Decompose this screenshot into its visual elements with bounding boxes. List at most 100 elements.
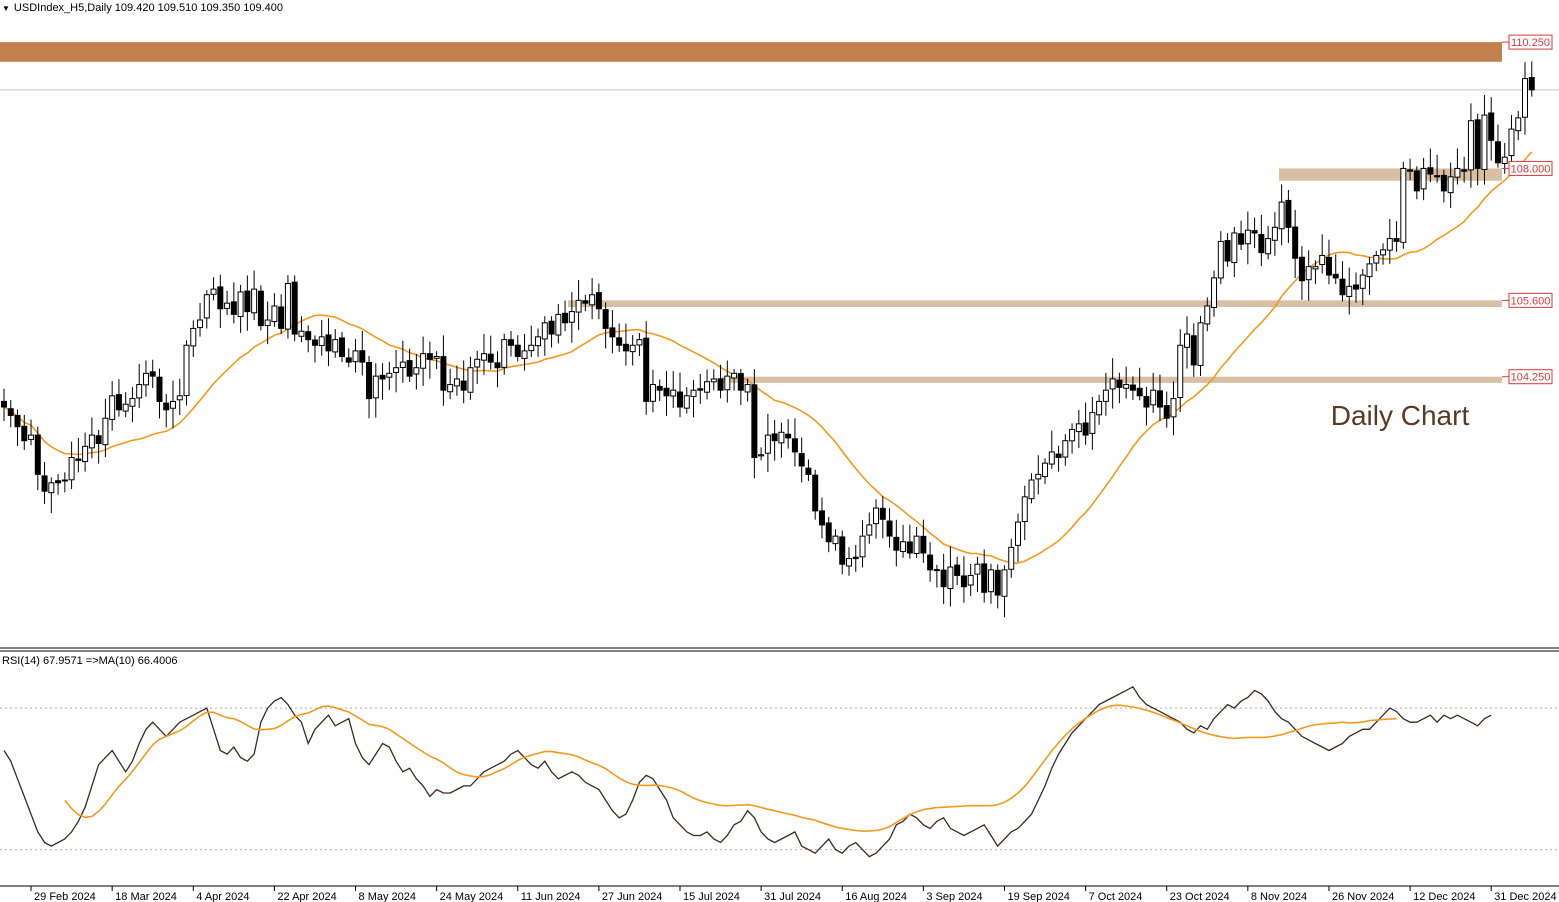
candle — [710, 369, 717, 391]
candle — [974, 556, 981, 593]
candle-body-bear — [927, 554, 934, 571]
candle-body-bear — [622, 343, 629, 352]
candle-body-bear — [34, 434, 41, 475]
candle-body-bull — [1501, 156, 1508, 165]
candle — [920, 519, 927, 563]
candle-body-bull — [284, 283, 291, 330]
candle — [1008, 538, 1015, 578]
candle — [731, 368, 738, 391]
candle-body-bull — [724, 375, 731, 391]
candle-body-bull — [1467, 120, 1474, 171]
x-tick-label: 24 May 2024 — [440, 891, 504, 902]
candle-body-bull — [1447, 176, 1454, 194]
candle-body-bear — [1190, 335, 1197, 366]
candle-body-bear — [508, 339, 514, 346]
candle-body-bear — [514, 344, 521, 357]
candle-body-bull — [704, 381, 711, 393]
candle — [1325, 239, 1332, 285]
candle-body-bull — [1420, 167, 1427, 190]
candle — [1481, 94, 1488, 185]
candle — [440, 335, 447, 406]
candle-body-bear — [1163, 405, 1170, 419]
candle — [88, 417, 95, 459]
candle-body-bull — [1109, 378, 1116, 390]
x-tick-label: 31 Dec 2024 — [1494, 891, 1556, 902]
candle — [1197, 315, 1204, 377]
candle — [1346, 267, 1353, 315]
candle-body-bull — [251, 288, 258, 314]
candle — [1298, 246, 1305, 300]
candle — [852, 544, 859, 572]
candle-body-bear — [1129, 384, 1136, 391]
candle — [737, 368, 744, 406]
candle — [913, 526, 920, 558]
candle-body-bull — [1346, 285, 1353, 297]
candle — [129, 387, 136, 423]
candle-body-bull — [873, 507, 880, 525]
candle-body-bull — [1244, 229, 1251, 245]
zone-resistance-0 — [0, 42, 1502, 62]
candle — [75, 437, 82, 473]
candle-body-bear — [663, 387, 670, 397]
candle-body-bull — [190, 327, 197, 347]
candle-body-bull — [764, 434, 771, 454]
candle — [1075, 409, 1082, 448]
candle-body-bear — [1461, 169, 1468, 172]
candle — [866, 512, 873, 544]
candle-body-bull — [967, 574, 974, 586]
candle-body-bull — [1508, 128, 1515, 157]
candle — [426, 341, 433, 379]
candle — [1528, 61, 1535, 97]
candle — [447, 368, 454, 400]
candle — [575, 279, 582, 331]
candle-body-bear — [697, 388, 704, 391]
candle — [1109, 358, 1116, 409]
candle-body-bear — [751, 384, 758, 459]
candle — [41, 461, 48, 504]
candle-body-bear — [933, 569, 940, 572]
candle — [1434, 154, 1441, 183]
collapse-triangle-icon[interactable]: ▼ — [2, 4, 10, 13]
candle — [1055, 445, 1062, 472]
candle — [176, 378, 183, 416]
candle-body-bull — [690, 389, 697, 397]
candle — [649, 369, 656, 413]
candle — [724, 360, 731, 403]
candle-body-bear — [1136, 387, 1143, 397]
candle-body-bear — [981, 563, 988, 593]
candle-body-bear — [1474, 119, 1481, 169]
candle-body-bull — [224, 302, 231, 309]
candle — [1211, 270, 1218, 317]
candle-body-bear — [595, 292, 602, 310]
x-tick-label: 8 Nov 2024 — [1251, 891, 1307, 902]
candle-body-bear — [805, 467, 812, 475]
candle — [508, 331, 514, 357]
candle — [1265, 225, 1272, 260]
candle — [14, 409, 21, 446]
candle — [109, 381, 116, 431]
candle-body-bull — [731, 372, 738, 379]
candle — [893, 519, 900, 567]
candle-body-bear — [1251, 230, 1258, 234]
candle — [102, 398, 109, 458]
candle — [1238, 220, 1245, 251]
candle — [339, 332, 345, 363]
candle — [217, 274, 224, 328]
candle — [474, 350, 481, 384]
candle — [480, 333, 487, 375]
candle-body-bull — [670, 389, 677, 397]
candle-body-bull — [399, 361, 406, 369]
rsi-ma-line — [64, 704, 1397, 833]
candle-body-bull — [28, 434, 35, 440]
candle — [595, 283, 602, 320]
rsi-level-lines — [0, 707, 1559, 851]
candle — [68, 441, 75, 489]
candle — [1359, 268, 1366, 306]
candle — [163, 394, 170, 428]
candle — [1035, 455, 1042, 495]
candle-body-bull — [122, 403, 129, 412]
candle-body-bull — [474, 358, 481, 368]
candle — [1190, 323, 1197, 377]
candle-body-bull — [758, 454, 765, 457]
candle-body-bull — [1008, 546, 1015, 570]
